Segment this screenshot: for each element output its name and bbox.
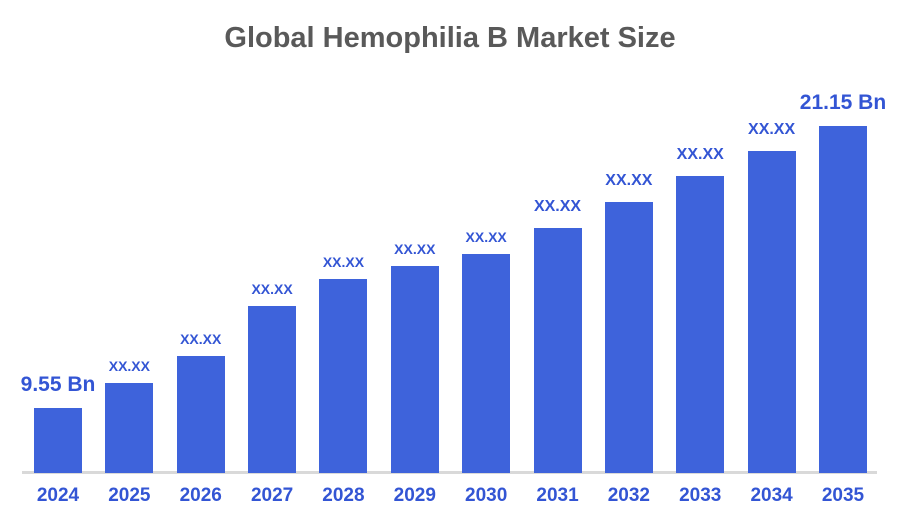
bar-group-2026: XX.XX (176, 331, 225, 473)
bar (176, 356, 225, 473)
bar (248, 306, 297, 473)
x-axis-tick-label: 2027 (250, 485, 294, 506)
bar-value-label: XX.XX (533, 198, 582, 215)
bar-group-2029: XX.XX (390, 241, 439, 473)
x-axis-line (22, 471, 877, 474)
bar-value-label: XX.XX (251, 281, 293, 297)
bar (390, 266, 439, 473)
bar (676, 176, 725, 473)
bar-group-2030: XX.XX (462, 229, 511, 473)
bar-value-label: XX.XX (180, 331, 222, 347)
bar-value-label: XX.XX (108, 358, 150, 374)
bar (319, 279, 368, 473)
x-axis-tick-label: 2033 (679, 485, 722, 506)
x-axis-tick-label: 2029 (393, 485, 436, 506)
bar-value-label: XX.XX (394, 241, 436, 257)
bar-value-label: XX.XX (322, 254, 365, 270)
bar-group-2031: XX.XX (533, 198, 582, 473)
bar-value-label: XX.XX (748, 121, 796, 138)
x-axis-labels: 2024 2025 2026 2027 2028 2029 2030 2031 2032 2033… (22, 485, 877, 508)
bar-group-2035: 21.15 Bn (800, 92, 886, 473)
x-axis-tick-label: 2025 (108, 485, 151, 506)
x-axis-tick-label: 2030 (465, 485, 508, 506)
x-axis-tick-label: 2035 (821, 485, 865, 506)
bar-chart: 9.55 Bn XX.XX XX.XX XX.XX XX.XX XX.XX XX.XX XX.… (21, 0, 886, 473)
bar-value-label: XX.XX (605, 172, 653, 189)
chart-title: Global Hemophilia B Market Size (224, 22, 676, 54)
bar (818, 126, 867, 473)
bar-value-label: 9.55 Bn (20, 373, 96, 396)
bar-group-2025: XX.XX (105, 358, 154, 473)
bar-group-2032: XX.XX (604, 172, 653, 473)
bar-group-2028: XX.XX (319, 254, 368, 473)
x-axis-tick-label: 2024 (36, 485, 80, 506)
x-axis-tick-label: 2034 (750, 485, 793, 506)
bar-group-2027: XX.XX (248, 281, 297, 473)
bar-value-label: 21.15 Bn (799, 91, 887, 114)
bar (34, 408, 82, 473)
bar (533, 228, 582, 473)
bar (105, 383, 154, 473)
bar (604, 202, 653, 473)
x-axis-tick-label: 2026 (179, 485, 222, 506)
bar (462, 254, 511, 473)
x-axis-tick-label: 2028 (322, 485, 365, 506)
bar-group-2034: XX.XX (747, 121, 796, 473)
bar-group-2024: 9.55 Bn (21, 374, 95, 473)
bar-group-2033: XX.XX (676, 146, 725, 473)
bar-value-label: XX.XX (676, 146, 724, 163)
bar (747, 151, 796, 473)
x-axis-tick-label: 2031 (536, 485, 579, 506)
x-axis-tick-label: 2032 (607, 485, 651, 506)
bar-value-label: XX.XX (465, 229, 507, 245)
